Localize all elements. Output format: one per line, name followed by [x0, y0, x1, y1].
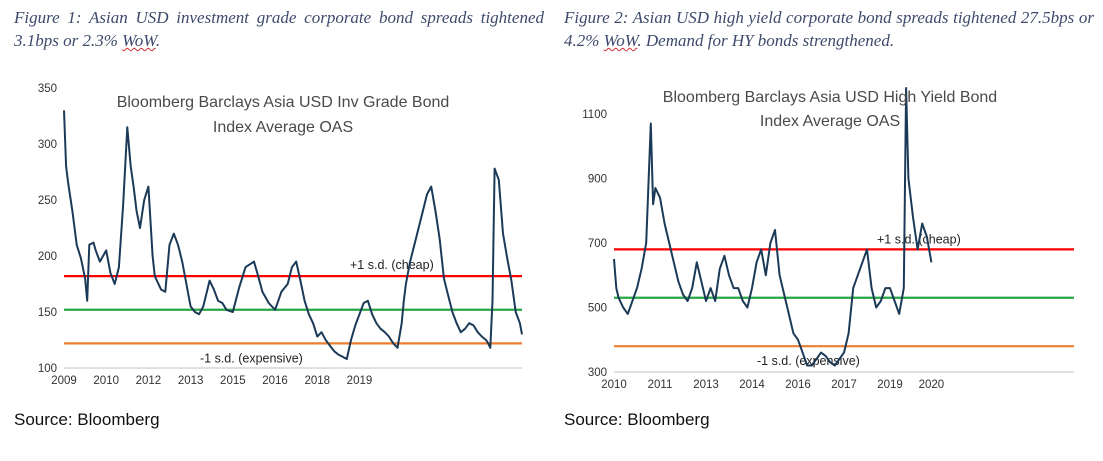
y-tick-label: 900 [588, 173, 607, 185]
figure-2-caption: Figure 2: Asian USD high yield corporate… [564, 6, 1094, 52]
x-tick-label: 2013 [693, 379, 719, 391]
x-tick-label: 2016 [785, 379, 811, 391]
y-tick-label: 350 [38, 83, 57, 95]
figure-2-source: Source: Bloomberg [564, 410, 710, 429]
x-tick-label: 2016 [262, 375, 288, 387]
x-tick-label: 2014 [739, 379, 765, 391]
spread-series-line [613, 87, 933, 367]
x-tick-label: 2010 [93, 375, 119, 387]
figure-1-caption-tail: . [155, 31, 161, 50]
y-tick-label: 700 [588, 238, 607, 250]
x-tick-label: 2012 [136, 375, 162, 387]
chart-title-line: Bloomberg Barclays Asia USD High Yield B… [663, 89, 997, 106]
figure-1-source: Source: Bloomberg [14, 410, 160, 429]
x-tick-label: 2010 [601, 379, 627, 391]
x-tick-label: 2015 [220, 375, 246, 387]
y-tick-label: 300 [588, 367, 607, 379]
figure-2-panel: Figure 2: Asian USD high yield corporate… [552, 0, 1103, 461]
figure-2-caption-wow: WoW [603, 31, 638, 50]
y-tick-label: 200 [38, 251, 57, 263]
x-tick-label: 2017 [831, 379, 857, 391]
y-tick-label: 1100 [582, 109, 607, 121]
y-tick-label: 300 [38, 139, 57, 151]
figure-1-caption-wow: WoW [122, 31, 156, 50]
x-tick-label: 2019 [347, 375, 373, 387]
hy-spread-chart: 300 500 700 900 1100 2010 2011 2013 2014 2016 2017… [582, 87, 1074, 391]
figure-2-caption-tail: . Demand for HY bonds strengthened. [637, 31, 895, 50]
x-tick-label: 2011 [648, 379, 673, 391]
chart-title-line: Bloomberg Barclays Asia USD Inv Grade Bo… [117, 94, 450, 111]
x-tick-label: 2019 [877, 379, 903, 391]
spread-series-line [63, 110, 523, 360]
x-tick-label: 2009 [51, 375, 77, 387]
x-tick-label: 2018 [304, 375, 330, 387]
ig-spread-chart: 100 150 200 250 300 350 2009 2010 2012 2013 2015 20… [38, 83, 523, 387]
figure-1-panel: Figure 1: Asian USD investment grade cor… [14, 6, 544, 429]
figure-2-caption-text: Figure 2: Asian USD high yield corporate… [564, 8, 1094, 50]
figure-1-caption: Figure 1: Asian USD investment grade cor… [14, 6, 544, 52]
y-tick-label: 150 [38, 307, 57, 319]
figure-1-caption-text: Figure 1: Asian USD investment grade cor… [14, 8, 544, 50]
x-tick-label: 2013 [178, 375, 204, 387]
lower-band-label: -1 s.d. (expensive) [200, 351, 303, 365]
upper-band-label: +1 s.d. (cheap) [350, 258, 434, 272]
y-tick-label: 100 [38, 363, 57, 375]
y-tick-label: 250 [38, 195, 57, 207]
y-tick-label: 500 [588, 302, 607, 314]
chart-title-line: Index Average OAS [213, 119, 353, 136]
chart-title-line: Index Average OAS [760, 113, 900, 130]
x-tick-label: 2020 [919, 379, 945, 391]
